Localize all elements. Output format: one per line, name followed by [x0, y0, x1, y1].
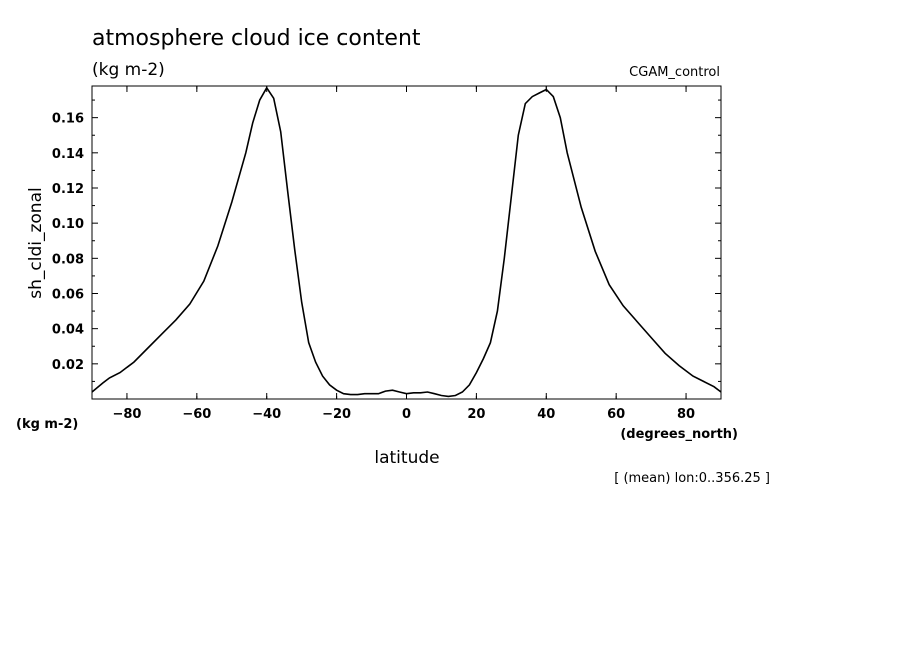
- x-tick-label: −80: [112, 407, 141, 422]
- x-tick-label: −60: [182, 407, 211, 422]
- y-tick-label: 0.10: [52, 217, 84, 232]
- y-axis-units: (kg m-2): [16, 417, 78, 432]
- x-tick-label: 60: [607, 407, 625, 422]
- x-tick-label: 0: [402, 407, 411, 422]
- x-tick-label: −40: [252, 407, 281, 422]
- chart-subtitle: (kg m-2): [92, 60, 165, 80]
- x-axis-label: latitude: [374, 448, 439, 468]
- y-axis-label: sh_cldi_zonal: [26, 187, 46, 298]
- chart-title: atmosphere cloud ice content: [92, 26, 421, 51]
- x-tick-label: 80: [677, 407, 695, 422]
- x-tick-label: −20: [322, 407, 351, 422]
- y-tick-label: 0.02: [52, 358, 84, 373]
- y-axis: 0.02 0.04 0.06 0.08 0.10 0.12 0.14 0.16: [52, 99, 721, 382]
- x-tick-label: 40: [537, 407, 555, 422]
- x-tick-label: 20: [467, 407, 485, 422]
- y-tick-label: 0.12: [52, 182, 84, 197]
- y-tick-label: 0.08: [52, 252, 84, 267]
- y-tick-label: 0.04: [52, 323, 84, 338]
- y-tick-label: 0.16: [52, 112, 84, 127]
- footnote: [ (mean) lon:0..356.25 ]: [614, 471, 770, 486]
- series-line: [91, 86, 722, 398]
- y-tick-label: 0.14: [52, 147, 84, 162]
- x-axis: −80 −60 −40 −20 0 20 40 60 80: [112, 86, 695, 422]
- x-axis-units: (degrees_north): [620, 427, 738, 442]
- y-tick-label: 0.06: [52, 287, 84, 302]
- experiment-label: CGAM_control: [629, 65, 720, 80]
- plot-frame: [91, 85, 722, 400]
